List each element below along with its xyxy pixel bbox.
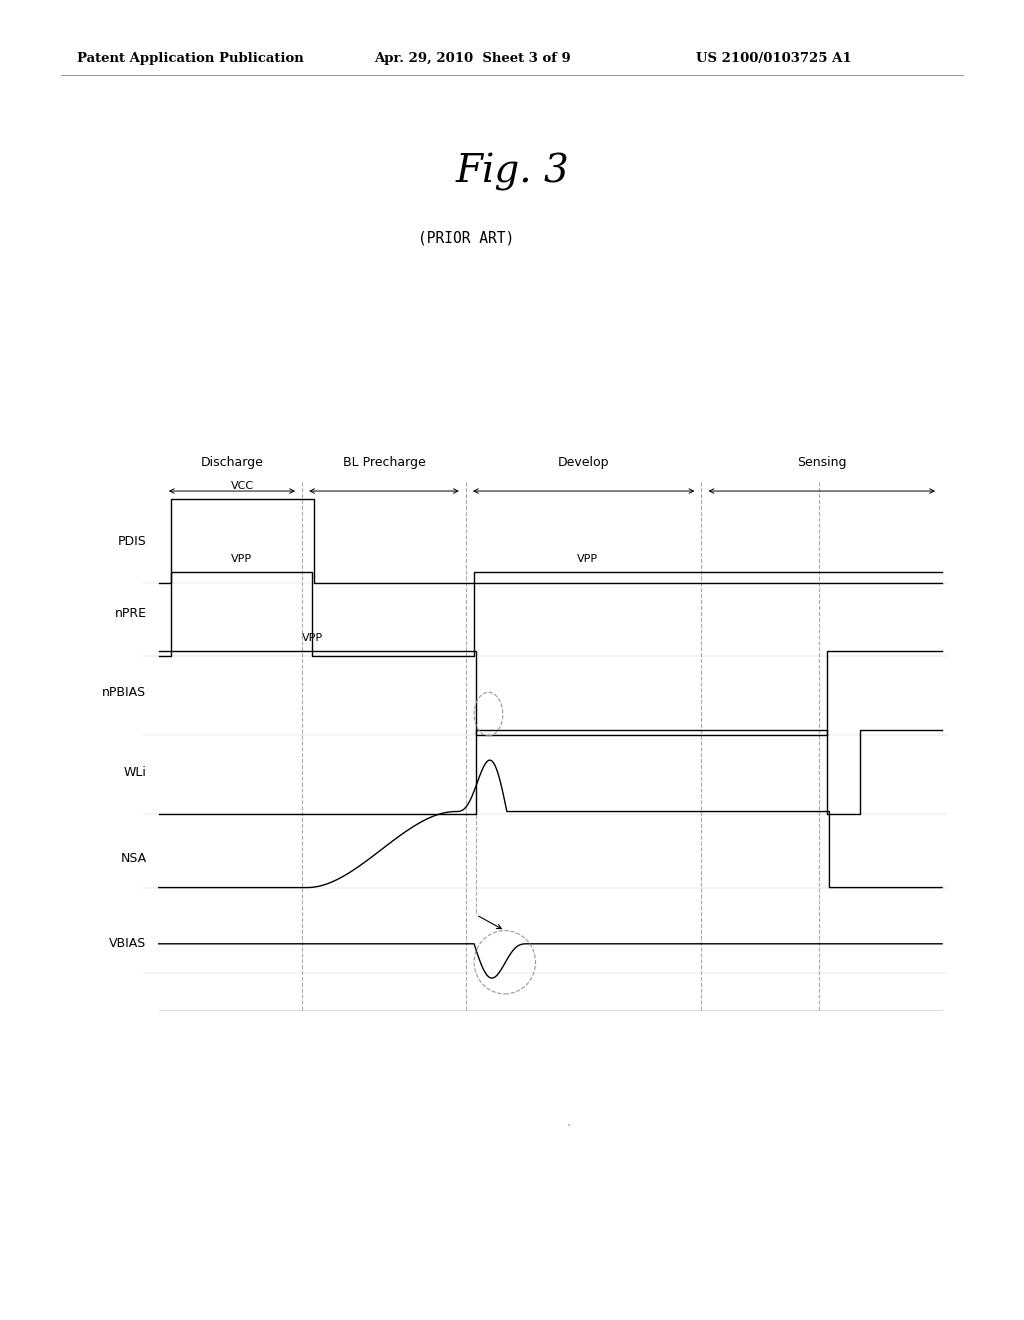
Text: nPBIAS: nPBIAS (102, 686, 146, 700)
Text: Develop: Develop (558, 455, 609, 469)
Text: Sensing: Sensing (797, 455, 847, 469)
Text: Discharge: Discharge (201, 455, 263, 469)
Text: Fig. 3: Fig. 3 (455, 153, 569, 190)
Text: VPP: VPP (578, 553, 598, 564)
Text: WLi: WLi (124, 766, 146, 779)
Text: Patent Application Publication: Patent Application Publication (77, 51, 303, 65)
Text: VCC: VCC (231, 480, 254, 491)
Text: nPRE: nPRE (115, 607, 146, 620)
Text: US 2100/0103725 A1: US 2100/0103725 A1 (696, 51, 852, 65)
Text: .: . (566, 1115, 570, 1129)
Text: PDIS: PDIS (118, 535, 146, 548)
Text: VPP: VPP (302, 632, 323, 643)
Text: BL Precharge: BL Precharge (343, 455, 425, 469)
Text: (PRIOR ART): (PRIOR ART) (418, 230, 514, 246)
Text: VPP: VPP (231, 553, 252, 564)
Text: Apr. 29, 2010  Sheet 3 of 9: Apr. 29, 2010 Sheet 3 of 9 (374, 51, 570, 65)
Text: VBIAS: VBIAS (110, 937, 146, 950)
Text: NSA: NSA (120, 851, 146, 865)
